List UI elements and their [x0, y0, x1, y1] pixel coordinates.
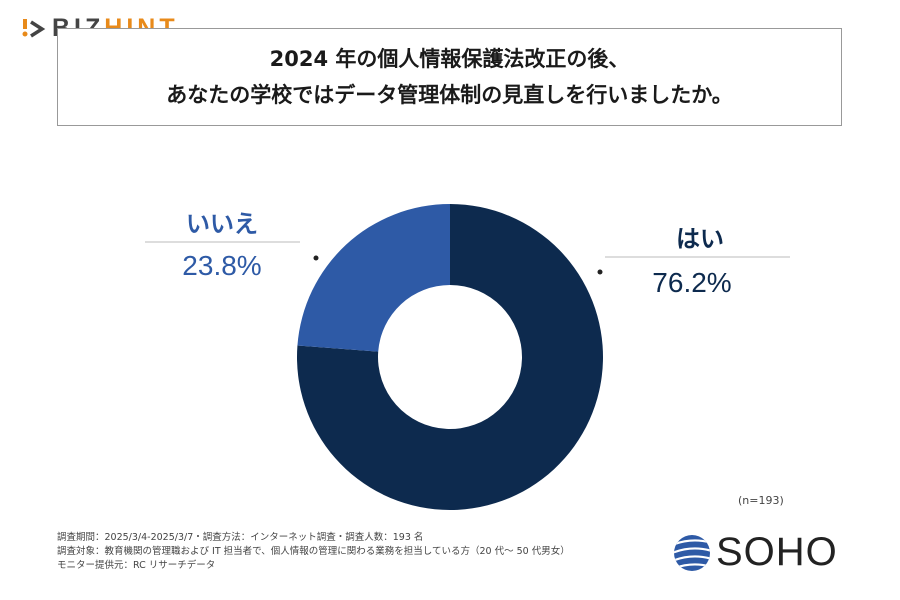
category-label-no: いいえ	[186, 210, 258, 238]
survey-footer: 調査期間：2025/3/4-2025/3/7・調査方法：インターネット調査・調査…	[57, 531, 570, 573]
chart-title: 2024 年の個人情報保護法改正の後、 あなたの学校ではデータ管理体制の見直しを…	[57, 28, 842, 126]
title-line-1: 2024 年の個人情報保護法改正の後、	[269, 47, 630, 71]
footer-provider: モニター提供元：RC リサーチデータ	[57, 560, 216, 571]
sample-size: (n=193)	[738, 494, 784, 507]
bizhint-mark-icon	[22, 18, 46, 37]
donut-slice-no	[297, 204, 450, 352]
soho-logo: SOHO	[672, 530, 838, 575]
leader-dot-yes	[597, 269, 603, 275]
donut-slice-yes	[297, 204, 604, 510]
category-label-yes: はい	[676, 225, 724, 253]
soho-globe-icon	[674, 534, 710, 571]
data-label-yes: 76.2%	[652, 267, 732, 298]
data-label-no: 23.8%	[182, 250, 262, 281]
title-line-2: あなたの学校ではデータ管理体制の見直しを行いましたか。	[166, 83, 733, 107]
footer-target: 調査対象：教育機関の管理職および IT 担当者で、個人情報の管理に関わる業務を担…	[57, 546, 570, 557]
soho-logo-text: SOHO	[716, 530, 838, 574]
leader-dot-no	[313, 255, 319, 261]
footer-period: 調査期間：2025/3/4-2025/3/7・調査方法：インターネット調査・調査…	[57, 532, 424, 543]
